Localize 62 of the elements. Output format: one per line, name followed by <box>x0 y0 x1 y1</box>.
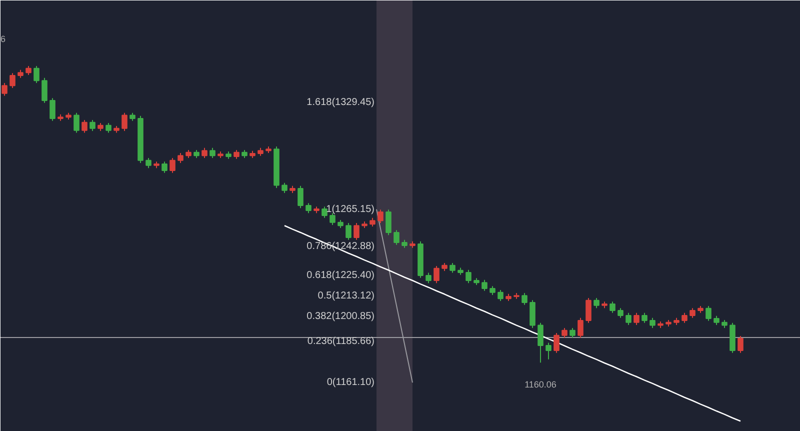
candlestick <box>682 312 688 324</box>
candlestick <box>738 335 744 354</box>
candlestick <box>10 72 16 89</box>
candlestick <box>74 112 80 134</box>
candlestick <box>426 272 432 284</box>
candlestick <box>90 120 96 132</box>
candlestick <box>394 230 400 246</box>
candlestick <box>386 209 392 236</box>
candlestick <box>626 312 632 326</box>
candlestick <box>530 300 536 328</box>
candlestick <box>522 292 528 306</box>
candlestick <box>594 298 600 309</box>
candlestick <box>282 182 288 194</box>
candlestick <box>450 262 456 274</box>
candlestick <box>210 147 216 159</box>
candlestick <box>498 290 504 302</box>
candlestick <box>50 98 56 122</box>
candlestick <box>330 212 336 226</box>
candlestick <box>618 308 624 318</box>
candlestick <box>586 298 592 324</box>
text: 0(1161.10) <box>326 377 375 388</box>
candlestick <box>354 222 360 240</box>
annotation: 1.618(1329.45) <box>306 97 375 108</box>
text: 1160.06 <box>524 380 556 390</box>
candlestick <box>178 152 184 164</box>
annotation: 0.618(1225.40) <box>306 270 375 281</box>
candlestick <box>690 308 696 318</box>
candlestick <box>434 265 440 284</box>
annotation: 0.382(1200.85) <box>306 310 375 322</box>
candlestick <box>170 158 176 174</box>
candlestick <box>162 161 168 174</box>
candlestick <box>2 82 8 96</box>
candlestick <box>298 185 304 209</box>
candlestick <box>562 327 568 338</box>
candlestick <box>202 147 208 159</box>
annotation: 1(1265.15) <box>326 204 375 215</box>
candlestick <box>546 342 552 360</box>
annotation: 0.5(1213.12) <box>318 290 375 302</box>
candlestick <box>122 112 128 132</box>
annotation: 0.236(1185.66) <box>307 336 375 348</box>
candlestick <box>570 327 576 338</box>
candlestick <box>466 269 472 284</box>
candlestick <box>322 206 328 218</box>
candlestick <box>650 317 656 328</box>
candlestick <box>106 122 112 134</box>
candlestick <box>378 209 384 224</box>
text: 6 <box>0 34 6 44</box>
candlestick <box>706 306 712 322</box>
candlestick <box>42 77 48 104</box>
candlestick <box>346 222 352 240</box>
candlestick <box>642 312 648 324</box>
candlestick <box>578 317 584 338</box>
candlestick <box>554 332 560 354</box>
candlestick <box>306 202 312 214</box>
candlestick <box>146 158 152 169</box>
candlestick <box>714 315 720 326</box>
candlestick <box>634 312 640 326</box>
candlestick <box>34 66 40 84</box>
candlestick <box>610 301 616 314</box>
candlestick <box>82 120 88 134</box>
candlestick <box>538 322 544 364</box>
candlestick <box>482 279 488 292</box>
